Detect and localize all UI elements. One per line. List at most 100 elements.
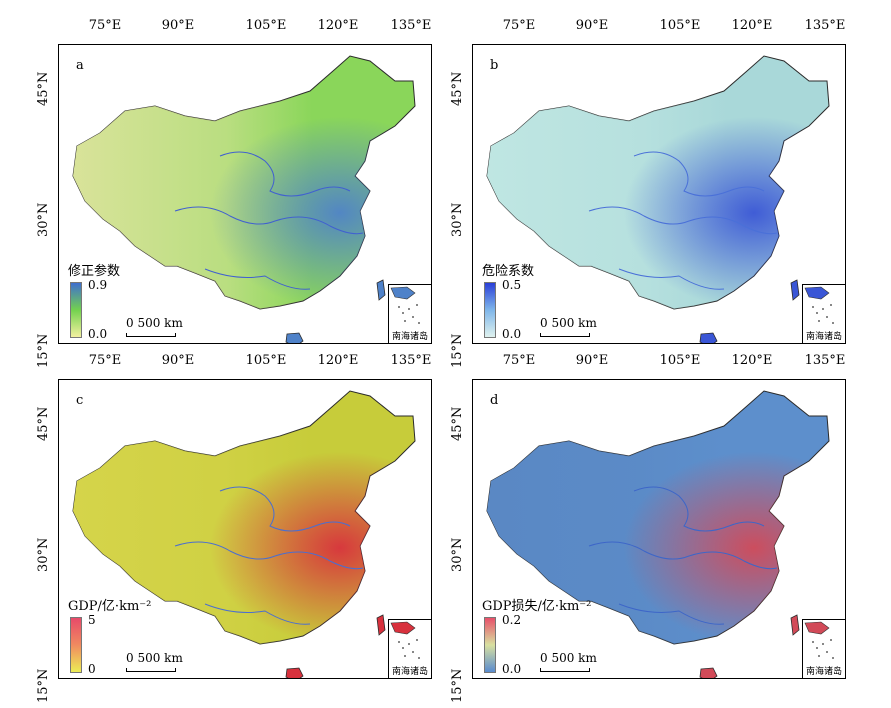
lat-tick-label: 15°N <box>36 668 51 703</box>
lon-tick-label: 75°E <box>88 353 122 368</box>
taiwan-island <box>790 279 800 301</box>
river-line <box>588 206 778 235</box>
scale-bar-label: 0 500 km <box>126 316 183 330</box>
lat-tick-label: 45°N <box>450 406 465 441</box>
map-frame <box>472 44 846 344</box>
legend-max-label: 5 <box>88 613 96 627</box>
east-hotspot <box>487 391 829 644</box>
legend-color-bar <box>484 617 496 673</box>
legend-color-bar <box>70 617 82 673</box>
legend-color-bar <box>70 282 82 338</box>
lon-tick-label: 90°E <box>161 353 195 368</box>
legend-color-bar <box>484 282 496 338</box>
scale-bar: 0 500 km <box>540 316 597 337</box>
map-panel-c: 75°E 90°E 105°E 120°E 135°E 45°N 30°N 15°N c GDP/… <box>36 353 432 703</box>
south-china-sea-inset: 南海诸岛 <box>388 284 432 344</box>
china-map <box>486 55 830 343</box>
south-china-sea-inset: 南海诸岛 <box>388 619 432 679</box>
legend-min-label: 0 <box>88 662 96 676</box>
scale-bar-label: 0 500 km <box>126 651 183 665</box>
map-panel-a: 75°E 90°E 105°E 120°E 135°E 45°N 30°N 15°N a 修正参数… <box>36 18 432 368</box>
hainan-island <box>699 332 718 343</box>
south-china-sea-inset: 南海诸岛 <box>802 619 846 679</box>
panel-letter: b <box>490 58 499 73</box>
lon-tick-label: 120°E <box>731 353 773 368</box>
panel-letter: d <box>490 393 499 408</box>
map-frame <box>472 379 846 679</box>
lon-tick-label: 105°E <box>245 353 287 368</box>
scale-bar: 0 500 km <box>126 651 183 672</box>
inset-label: 南海诸岛 <box>391 667 428 677</box>
scale-bar-line <box>126 333 176 337</box>
lat-tick-label: 45°N <box>450 71 465 106</box>
lat-tick-label: 45°N <box>36 71 51 106</box>
lat-tick-label: 15°N <box>450 333 465 368</box>
legend-max-label: 0.2 <box>502 613 522 627</box>
legend-max-label: 0.5 <box>502 278 522 292</box>
east-hotspot <box>73 391 415 644</box>
legend-title: 修正参数 <box>68 264 121 279</box>
lon-tick-label: 75°E <box>502 353 536 368</box>
lat-tick-label: 15°N <box>36 333 51 368</box>
river-line <box>204 268 311 290</box>
china-map <box>486 390 830 678</box>
hainan-island <box>285 667 304 678</box>
lat-tick-label: 45°N <box>36 406 51 441</box>
taiwan-island <box>376 614 386 636</box>
lon-tick-label: 90°E <box>575 353 609 368</box>
scale-bar-line <box>540 333 590 337</box>
legend-min-label: 0.0 <box>502 327 522 341</box>
map-panel-b: 75°E 90°E 105°E 120°E 135°E 45°N 30°N 15°N b 危险系数… <box>450 18 846 368</box>
panel-letter: c <box>76 393 84 408</box>
inset-label: 南海诸岛 <box>391 332 428 342</box>
south-china-sea-inset: 南海诸岛 <box>802 284 846 344</box>
river-line <box>633 151 765 197</box>
scale-bar-line <box>540 668 590 672</box>
inset-label: 南海诸岛 <box>805 667 842 677</box>
lat-tick-label: 30°N <box>36 537 51 572</box>
panel-letter: a <box>76 58 84 73</box>
lon-tick-label: 75°E <box>88 18 122 33</box>
lat-tick-label: 15°N <box>450 668 465 703</box>
legend-min-label: 0.0 <box>88 327 108 341</box>
legend-min-label: 0.0 <box>502 662 522 676</box>
inset-label: 南海诸岛 <box>805 332 842 342</box>
east-hotspot <box>487 56 829 309</box>
lon-tick-label: 135°E <box>390 353 432 368</box>
legend-title: 危险系数 <box>482 264 535 279</box>
lon-tick-label: 90°E <box>575 18 609 33</box>
map-panel-d: 75°E 90°E 105°E 120°E 135°E 45°N 30°N 15°N d GDP损… <box>450 353 846 703</box>
river-line <box>219 486 351 532</box>
lon-tick-label: 105°E <box>659 353 701 368</box>
china-map <box>72 390 416 678</box>
taiwan-island <box>376 279 386 301</box>
lon-tick-label: 120°E <box>317 18 359 33</box>
legend-max-label: 0.9 <box>88 278 108 292</box>
lon-tick-label: 120°E <box>317 353 359 368</box>
river-line <box>618 603 725 625</box>
river-line <box>219 151 351 197</box>
scale-bar-label: 0 500 km <box>540 316 597 330</box>
river-line <box>633 486 765 532</box>
lon-tick-label: 90°E <box>161 18 195 33</box>
hainan-island <box>285 332 304 343</box>
map-frame <box>58 44 432 344</box>
scale-bar-line <box>126 668 176 672</box>
river-line <box>618 268 725 290</box>
lat-tick-label: 30°N <box>36 202 51 237</box>
river-line <box>588 541 778 570</box>
east-hotspot <box>73 56 415 309</box>
lon-tick-label: 120°E <box>731 18 773 33</box>
lon-tick-label: 75°E <box>502 18 536 33</box>
scale-bar-label: 0 500 km <box>540 651 597 665</box>
taiwan-island <box>790 614 800 636</box>
legend-title: GDP损失/亿·km⁻² <box>482 599 592 614</box>
lon-tick-label: 135°E <box>804 18 846 33</box>
lat-tick-label: 30°N <box>450 537 465 572</box>
river-line <box>174 206 364 235</box>
scale-bar: 0 500 km <box>126 316 183 337</box>
scale-bar: 0 500 km <box>540 651 597 672</box>
hainan-island <box>699 667 718 678</box>
river-line <box>174 541 364 570</box>
lon-tick-label: 135°E <box>804 353 846 368</box>
